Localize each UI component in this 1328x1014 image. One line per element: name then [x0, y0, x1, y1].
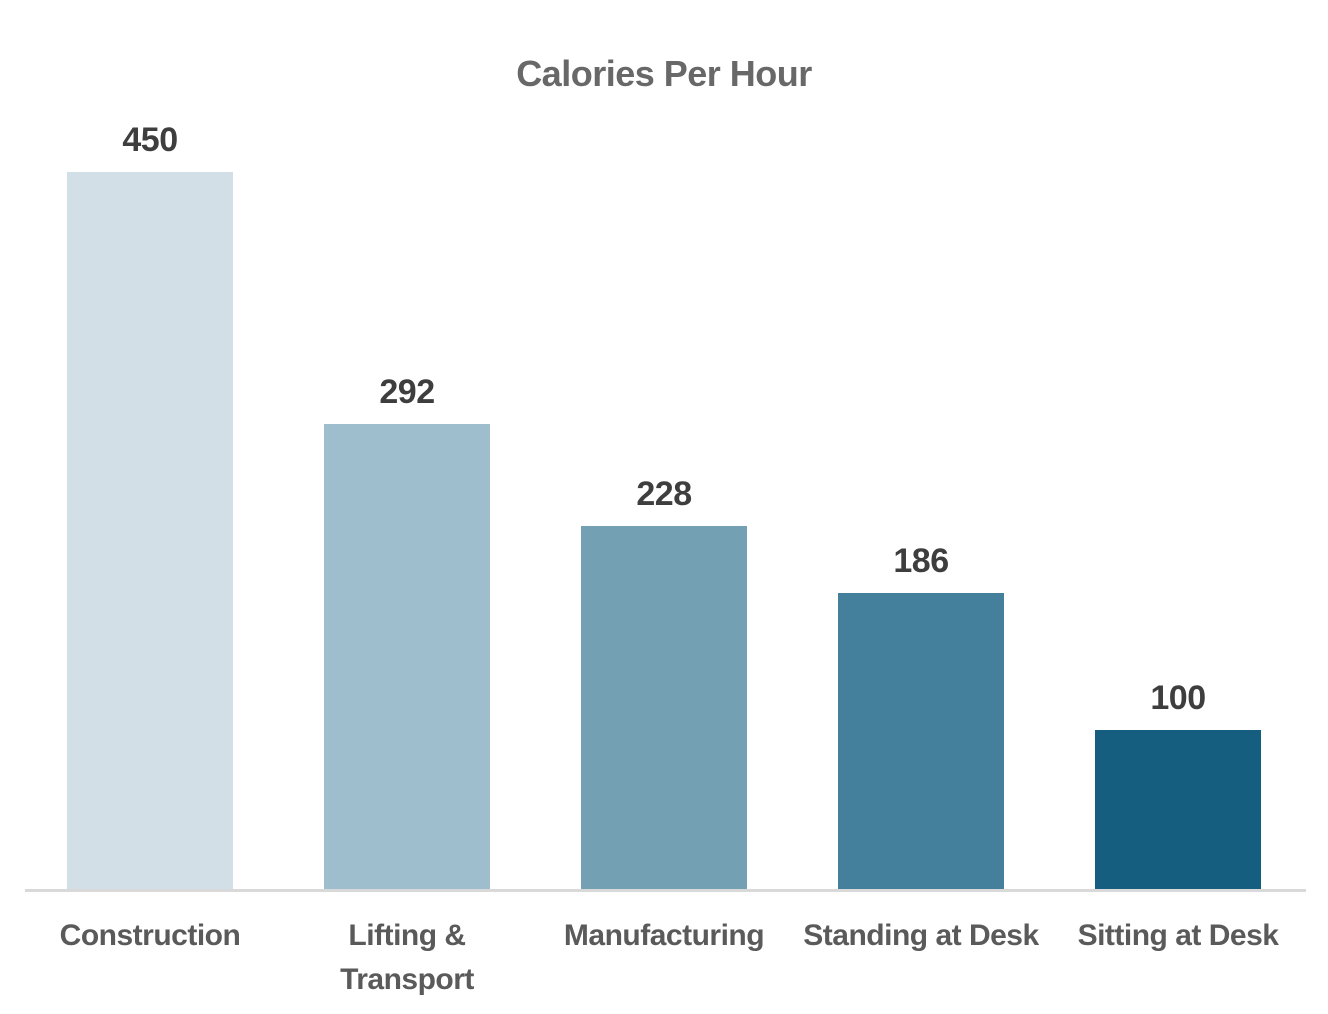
- bar-value-label: 228: [636, 475, 692, 514]
- bar-group: 186: [838, 541, 1004, 890]
- bar: [581, 526, 747, 890]
- bar: [838, 593, 1004, 890]
- chart-title: Calories Per Hour: [516, 53, 812, 94]
- bar-group: 100: [1095, 678, 1261, 890]
- bar-value-label: 292: [379, 373, 435, 412]
- bar-group: 292: [324, 372, 490, 890]
- category-label: Sitting at Desk: [1077, 919, 1279, 952]
- plot-area: 450 292 228 186 100: [67, 120, 1261, 890]
- bar: [324, 424, 490, 890]
- bar-value-label: 450: [122, 121, 178, 160]
- bar: [1095, 730, 1261, 890]
- bar-value-label: 186: [893, 542, 949, 581]
- bar: [67, 172, 233, 890]
- bar-value-label: 100: [1150, 679, 1206, 718]
- category-label: Manufacturing: [563, 919, 765, 952]
- category-label: Standing at Desk: [803, 919, 1039, 952]
- category-label: Lifting & Transport: [340, 919, 474, 996]
- bar-group: 228: [581, 474, 747, 890]
- x-axis-line: [25, 889, 1306, 892]
- category-label: Construction: [59, 919, 241, 952]
- x-axis-labels: Construction Lifting & Transport Manufactu…: [0, 914, 1328, 1001]
- bar-group: 450: [67, 120, 233, 890]
